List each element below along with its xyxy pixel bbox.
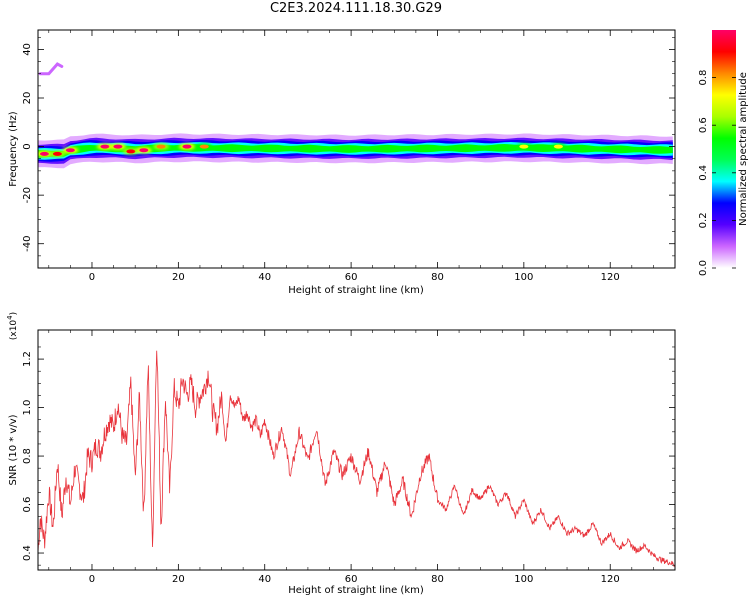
heatmap-y-tick-label: 0	[22, 143, 33, 149]
snr-y-tick-label: 0.4	[22, 545, 33, 561]
colorbar: 0.0 0.2 0.4 0.6 0.8 Normalized spectral ampl…	[698, 30, 749, 276]
snr-y-tick-label: 0.6	[22, 497, 33, 513]
snr-frame	[37, 329, 676, 571]
heatmap-x-axis-label: Height of straight line (km)	[288, 285, 424, 296]
heatmap-hotspot	[113, 144, 123, 149]
snr-multiplier-suffix: )	[9, 312, 19, 316]
colorbar-tick-label: 0.6	[698, 117, 709, 133]
colorbar-gradient	[712, 30, 736, 268]
snr-line	[38, 350, 675, 568]
snr-x-ticks: 0 20 40 60 80 100 120	[48, 330, 654, 585]
heatmap-hotspot	[39, 151, 49, 156]
snr-y-ticks: 0.4 0.6 0.8 1.0 1.2	[22, 346, 675, 566]
heatmap-frame	[37, 29, 676, 269]
heatmap-hotspot	[156, 144, 166, 149]
colorbar-tick-label: 0.4	[698, 165, 709, 181]
heatmap-hotspot	[553, 144, 563, 149]
heatmap-content	[38, 62, 673, 169]
heatmap-x-tick-label: 80	[431, 272, 444, 283]
snr-panel: 0 20 40 60 80 100 120 0.4 0.6 0.8 1.0 1.2 Height o…	[6, 312, 676, 596]
snr-y-tick-label: 1.0	[22, 400, 33, 416]
heatmap-hotspot	[100, 144, 110, 149]
snr-x-tick-label: 20	[172, 574, 185, 585]
snr-x-tick-label: 120	[601, 574, 620, 585]
heatmap-hotspot	[519, 144, 529, 149]
snr-x-tick-label: 0	[89, 574, 95, 585]
heatmap-y-tick-label: -40	[22, 236, 33, 252]
heatmap-x-ticks: 0 20 40 60 80 100 120	[48, 30, 654, 283]
heatmap-hotspot	[199, 144, 209, 149]
colorbar-label: Normalized spectral amplitude	[738, 72, 749, 226]
colorbar-tick-label: 0.2	[698, 212, 709, 228]
heatmap-x-tick-label: 40	[258, 272, 271, 283]
snr-x-axis-label: Height of straight line (km)	[288, 585, 424, 596]
heatmap-y-axis-label: Frequency (Hz)	[8, 111, 19, 187]
heatmap-y-tick-label: 40	[22, 43, 33, 56]
heatmap-x-tick-label: 0	[89, 272, 95, 283]
snr-x-tick-label: 40	[258, 574, 271, 585]
heatmap-hotspot	[182, 144, 192, 149]
colorbar-ticks: 0.0 0.2 0.4 0.6 0.8	[698, 70, 736, 276]
colorbar-tick-label: 0.0	[698, 260, 709, 276]
heatmap-faint-signal	[38, 62, 64, 76]
page-title: C2E3.2024.111.18.30.G29	[269, 1, 443, 16]
heatmap-y-tick-label: 20	[22, 92, 33, 105]
heatmap-x-tick-label: 60	[345, 272, 358, 283]
snr-multiplier-exponent: 4	[6, 315, 14, 320]
heatmap-x-tick-label: 20	[172, 272, 185, 283]
snr-x-tick-label: 60	[345, 574, 358, 585]
heatmap-hotspot	[126, 149, 136, 154]
heatmap-hotspot	[52, 151, 62, 156]
snr-multiplier-prefix: (x10	[9, 320, 19, 341]
snr-y-axis-label: SNR (10 * v/v)	[8, 414, 19, 485]
heatmap-hotspot	[65, 148, 75, 153]
heatmap-x-tick-label: 100	[514, 272, 533, 283]
snr-y-tick-label: 0.8	[22, 448, 33, 464]
snr-multiplier-label: (x104)	[6, 312, 19, 340]
snr-y-tick-label: 1.2	[22, 351, 33, 367]
svg-text:(x104): (x104)	[6, 312, 19, 340]
snr-background	[38, 330, 675, 570]
heatmap-panel: 0 20 40 60 80 100 120 -40 -20 0 20 40 Height of st…	[8, 29, 676, 296]
heatmap-y-ticks: -40 -20 0 20 40	[22, 36, 675, 257]
heatmap-x-tick-label: 120	[601, 272, 620, 283]
snr-x-tick-label: 80	[431, 574, 444, 585]
snr-content	[38, 350, 675, 568]
snr-x-tick-label: 100	[514, 574, 533, 585]
heatmap-y-tick-label: -20	[22, 187, 33, 203]
colorbar-tick-label: 0.8	[698, 70, 709, 86]
heatmap-hotspot	[139, 148, 149, 153]
